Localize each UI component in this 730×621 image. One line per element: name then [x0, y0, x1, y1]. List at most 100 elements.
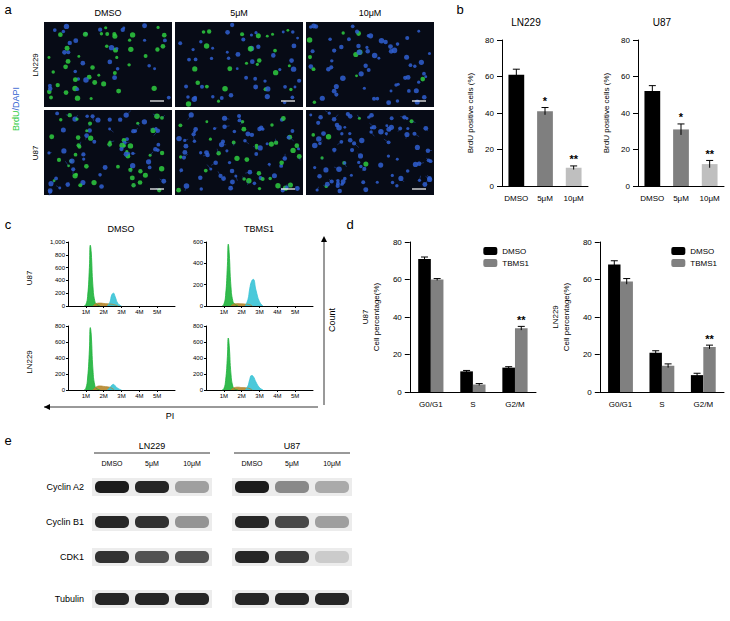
svg-text:DMSO: DMSO — [502, 247, 526, 256]
svg-text:2M: 2M — [99, 309, 107, 315]
svg-text:80: 80 — [621, 36, 630, 45]
svg-text:3M: 3M — [117, 393, 125, 399]
html-text:TBMS1: TBMS1 — [244, 223, 274, 234]
svg-text:5M: 5M — [153, 309, 161, 315]
svg-text:1,000: 1,000 — [50, 239, 66, 245]
svg-text:40: 40 — [393, 313, 402, 322]
html-text:Cyclin A2: Cyclin A2 — [46, 481, 84, 492]
svg-text:0: 0 — [397, 388, 402, 397]
svg-text:20: 20 — [621, 145, 630, 154]
svg-text:10μM: 10μM — [564, 194, 585, 203]
svg-text:200: 200 — [55, 290, 66, 296]
svg-text:0: 0 — [200, 303, 204, 309]
svg-text:20: 20 — [485, 145, 494, 154]
html-text:LN229: LN229 — [138, 440, 166, 451]
svg-text:2M: 2M — [237, 393, 245, 399]
svg-text:1M: 1M — [82, 309, 90, 315]
svg-text:0: 0 — [200, 387, 204, 393]
html-text:Cyclin B1: Cyclin B1 — [46, 516, 84, 527]
svg-text:1M: 1M — [82, 393, 90, 399]
svg-text:U87: U87 — [361, 309, 370, 324]
svg-text:S: S — [470, 400, 475, 409]
svg-text:TBMS1: TBMS1 — [502, 259, 529, 268]
svg-text:G0/G1: G0/G1 — [609, 400, 633, 409]
svg-text:0: 0 — [62, 387, 66, 393]
html-text:10μM: 10μM — [358, 7, 382, 18]
svg-text:200: 200 — [55, 371, 66, 377]
html-text:Count: Count — [326, 308, 337, 332]
svg-text:200: 200 — [193, 282, 204, 288]
svg-text:LN229: LN229 — [511, 17, 541, 28]
svg-text:1M: 1M — [220, 393, 228, 399]
svg-text:G0/G1: G0/G1 — [419, 400, 443, 409]
svg-text:1M: 1M — [220, 309, 228, 315]
svg-text:G2/M: G2/M — [694, 400, 714, 409]
svg-text:400: 400 — [193, 260, 204, 266]
svg-text:5μM: 5μM — [537, 194, 553, 203]
svg-text:80: 80 — [485, 36, 494, 45]
svg-text:600: 600 — [55, 265, 66, 271]
svg-text:2M: 2M — [99, 393, 107, 399]
svg-text:3M: 3M — [117, 309, 125, 315]
svg-text:4M: 4M — [273, 309, 281, 315]
svg-text:BrdU positive cells (%): BrdU positive cells (%) — [466, 72, 475, 153]
svg-text:400: 400 — [55, 277, 66, 283]
svg-text:G2/M: G2/M — [505, 400, 525, 409]
svg-text:0: 0 — [62, 303, 66, 309]
svg-text:DMSO: DMSO — [504, 194, 528, 203]
svg-text:60: 60 — [393, 275, 402, 284]
svg-text:DMSO: DMSO — [690, 247, 714, 256]
svg-text:400: 400 — [193, 355, 204, 361]
html-text:DMSO: DMSO — [94, 7, 122, 18]
svg-text:40: 40 — [583, 313, 592, 322]
svg-text:600: 600 — [55, 339, 66, 345]
svg-text:600: 600 — [193, 239, 204, 245]
svg-text:5M: 5M — [291, 309, 299, 315]
svg-text:20: 20 — [583, 350, 592, 359]
svg-text:5M: 5M — [291, 393, 299, 399]
svg-text:0: 0 — [587, 388, 592, 397]
svg-text:5M: 5M — [153, 393, 161, 399]
svg-text:400: 400 — [55, 355, 66, 361]
svg-text:40: 40 — [485, 109, 494, 118]
svg-text:800: 800 — [193, 323, 204, 329]
svg-text:0: 0 — [490, 182, 495, 191]
svg-text:**: ** — [705, 333, 714, 345]
svg-text:LN229: LN229 — [551, 305, 560, 329]
html-text:5μM: 5μM — [230, 7, 248, 18]
svg-text:U87: U87 — [653, 17, 672, 28]
svg-text:600: 600 — [193, 339, 204, 345]
svg-text:80: 80 — [583, 238, 592, 247]
svg-text:10μM: 10μM — [700, 194, 721, 203]
svg-text:*: * — [543, 95, 548, 107]
svg-text:800: 800 — [55, 252, 66, 258]
svg-text:DMSO: DMSO — [640, 194, 664, 203]
svg-text:**: ** — [517, 314, 526, 326]
svg-text:800: 800 — [55, 323, 66, 329]
svg-text:Cell percentage(%): Cell percentage(%) — [562, 282, 571, 351]
svg-text:4M: 4M — [135, 393, 143, 399]
svg-text:5μM: 5μM — [673, 194, 689, 203]
svg-text:80: 80 — [393, 238, 402, 247]
svg-text:40: 40 — [621, 109, 630, 118]
svg-text:**: ** — [705, 148, 714, 160]
svg-text:Cell percentage(%): Cell percentage(%) — [372, 282, 381, 351]
html-text:DMSO: DMSO — [107, 223, 135, 234]
svg-text:3M: 3M — [255, 309, 263, 315]
svg-text:60: 60 — [583, 275, 592, 284]
svg-text:S: S — [659, 400, 664, 409]
svg-text:4M: 4M — [273, 393, 281, 399]
svg-text:200: 200 — [193, 371, 204, 377]
svg-text:0: 0 — [626, 182, 631, 191]
svg-text:3M: 3M — [255, 393, 263, 399]
svg-text:BrdU positive cells (%): BrdU positive cells (%) — [602, 72, 611, 153]
svg-text:*: * — [679, 111, 684, 123]
svg-text:TBMS1: TBMS1 — [690, 259, 717, 268]
svg-text:60: 60 — [485, 72, 494, 81]
svg-text:60: 60 — [621, 72, 630, 81]
svg-text:2M: 2M — [237, 309, 245, 315]
svg-text:4M: 4M — [135, 309, 143, 315]
html-text:U87: U87 — [283, 440, 301, 451]
svg-text:20: 20 — [393, 350, 402, 359]
svg-text:**: ** — [569, 153, 578, 165]
